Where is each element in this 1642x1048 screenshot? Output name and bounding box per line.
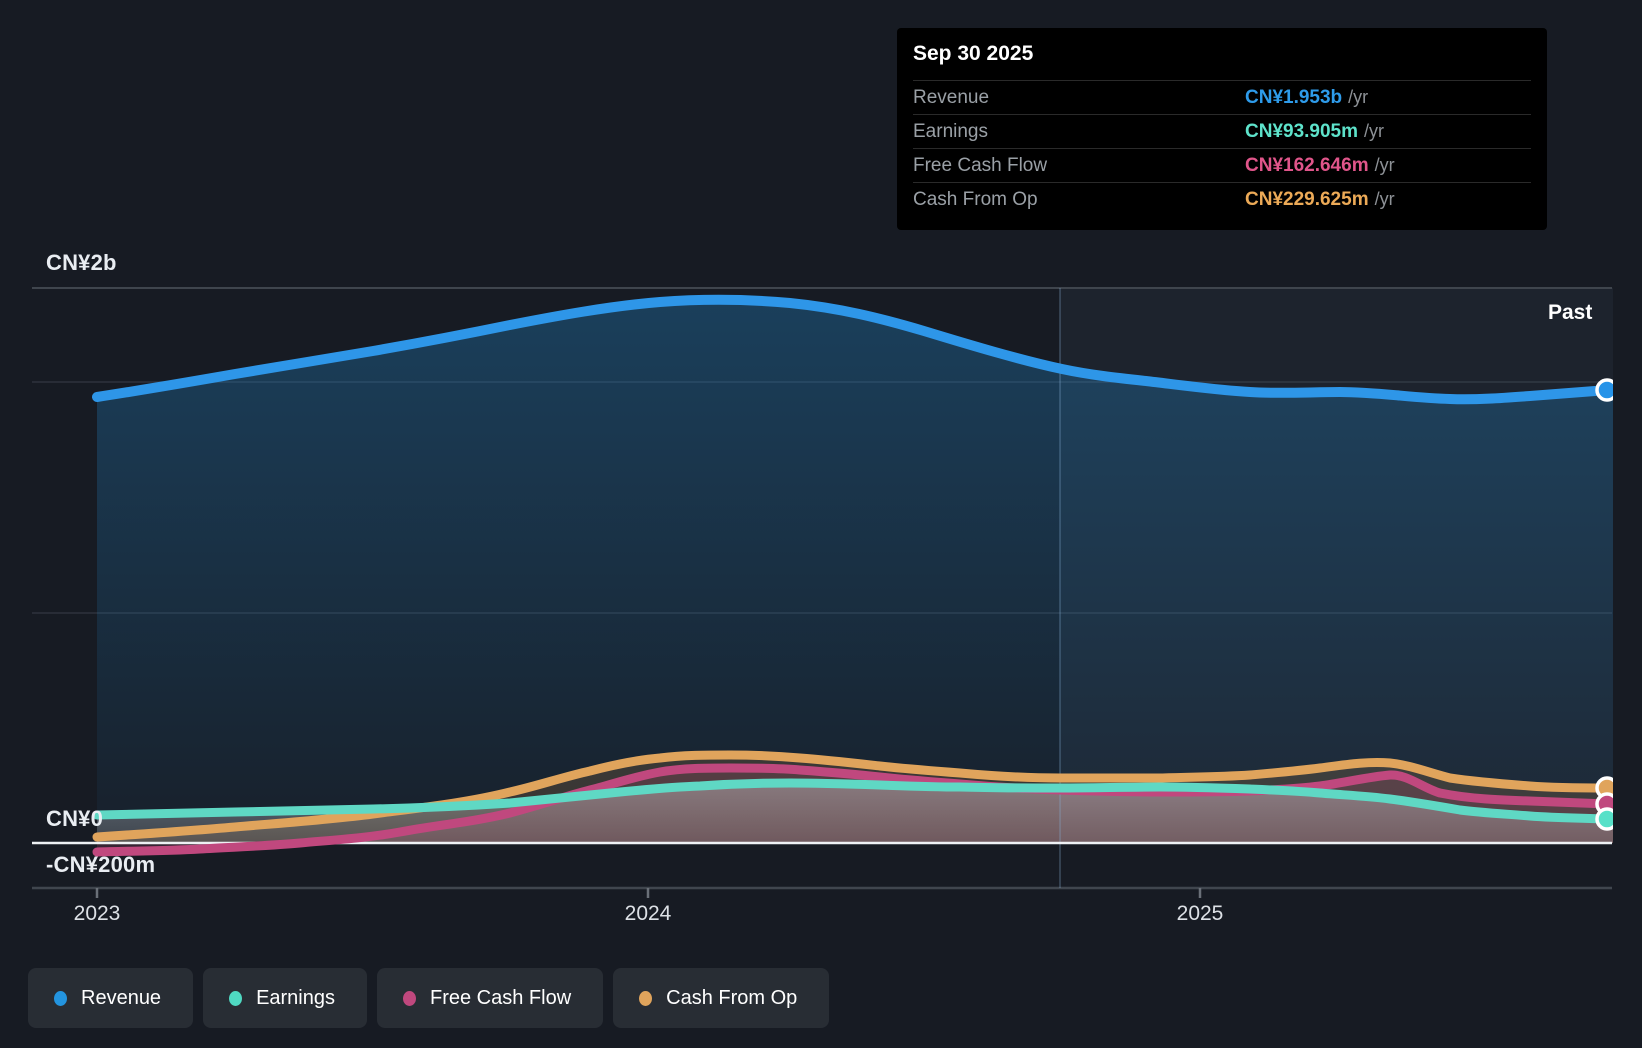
legend-item-revenue[interactable]: Revenue <box>28 968 194 1028</box>
earnings-dot-icon <box>229 990 243 1006</box>
legend-item-cash-from-op[interactable]: Cash From Op <box>613 968 830 1028</box>
earnings-area <box>97 783 1613 843</box>
past-label: Past <box>1548 301 1593 324</box>
tooltip-value: CN¥1.953b/yr <box>1245 86 1369 108</box>
revenue-area <box>97 299 1613 843</box>
tooltip-label: Free Cash Flow <box>913 154 1048 176</box>
tooltip: Sep 30 2025 Revenue CN¥1.953b/yr Earning… <box>897 28 1547 230</box>
tooltip-unit: /yr <box>1364 120 1385 141</box>
x-axis-label-2025: 2025 <box>1176 902 1224 925</box>
tooltip-row-cash-from-op: Cash From Op CN¥229.625m/yr <box>913 183 1531 216</box>
earnings-marker[interactable] <box>1595 807 1617 831</box>
tooltip-row-earnings: Earnings CN¥93.905m/yr <box>913 115 1531 149</box>
free-cash-flow-dot-icon <box>403 990 416 1006</box>
tooltip-value: CN¥162.646m/yr <box>1245 154 1395 176</box>
tooltip-unit: /yr <box>1374 188 1395 209</box>
legend-item-earnings[interactable]: Earnings <box>203 968 367 1028</box>
legend: Revenue Earnings Free Cash Flow Cash Fro… <box>28 968 830 1028</box>
legend-label: Earnings <box>256 986 335 1009</box>
revenue-marker[interactable] <box>1595 378 1617 402</box>
revenue-line <box>92 294 1613 405</box>
y-axis-label-neg200m: -CN¥200m <box>46 852 156 877</box>
tooltip-value: CN¥229.625m/yr <box>1245 188 1395 210</box>
tooltip-date: Sep 30 2025 <box>913 28 1531 81</box>
tooltip-unit: /yr <box>1374 154 1395 175</box>
legend-label: Cash From Op <box>666 986 798 1009</box>
legend-label: Revenue <box>81 986 162 1009</box>
cash-from-op-dot-icon <box>639 990 653 1006</box>
x-axis-label-2024: 2024 <box>624 902 672 925</box>
legend-label: Free Cash Flow <box>430 986 572 1009</box>
x-axis-label-2023: 2023 <box>73 902 121 925</box>
tooltip-unit: /yr <box>1348 86 1369 107</box>
tooltip-label: Revenue <box>913 86 990 108</box>
tooltip-row-free-cash-flow: Free Cash Flow CN¥162.646m/yr <box>913 149 1531 183</box>
y-axis-label-2b: CN¥2b <box>46 250 117 275</box>
earnings-line <box>92 778 1613 824</box>
tooltip-label: Earnings <box>913 120 988 142</box>
y-axis-label-zero: CN¥0 <box>46 806 104 831</box>
tooltip-row-revenue: Revenue CN¥1.953b/yr <box>913 81 1531 115</box>
free-cash-flow-line <box>92 763 1613 857</box>
legend-item-free-cash-flow[interactable]: Free Cash Flow <box>377 968 604 1028</box>
revenue-dot-icon <box>54 990 67 1006</box>
tooltip-label: Cash From Op <box>913 188 1038 210</box>
tooltip-value: CN¥93.905m/yr <box>1245 120 1385 142</box>
